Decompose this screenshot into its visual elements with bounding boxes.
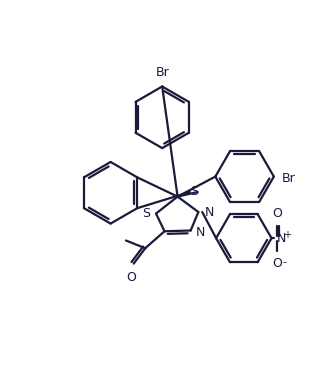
Text: O: O (126, 271, 136, 284)
Text: -: - (282, 257, 286, 267)
Text: O: O (272, 207, 282, 220)
Text: S: S (190, 185, 198, 198)
Text: N: N (196, 226, 205, 238)
Text: Br: Br (282, 171, 295, 185)
Text: N: N (277, 232, 286, 245)
Text: S: S (142, 207, 150, 220)
Text: N: N (205, 205, 214, 219)
Text: Br: Br (155, 66, 169, 79)
Text: O: O (272, 257, 282, 270)
Text: +: + (283, 230, 291, 240)
